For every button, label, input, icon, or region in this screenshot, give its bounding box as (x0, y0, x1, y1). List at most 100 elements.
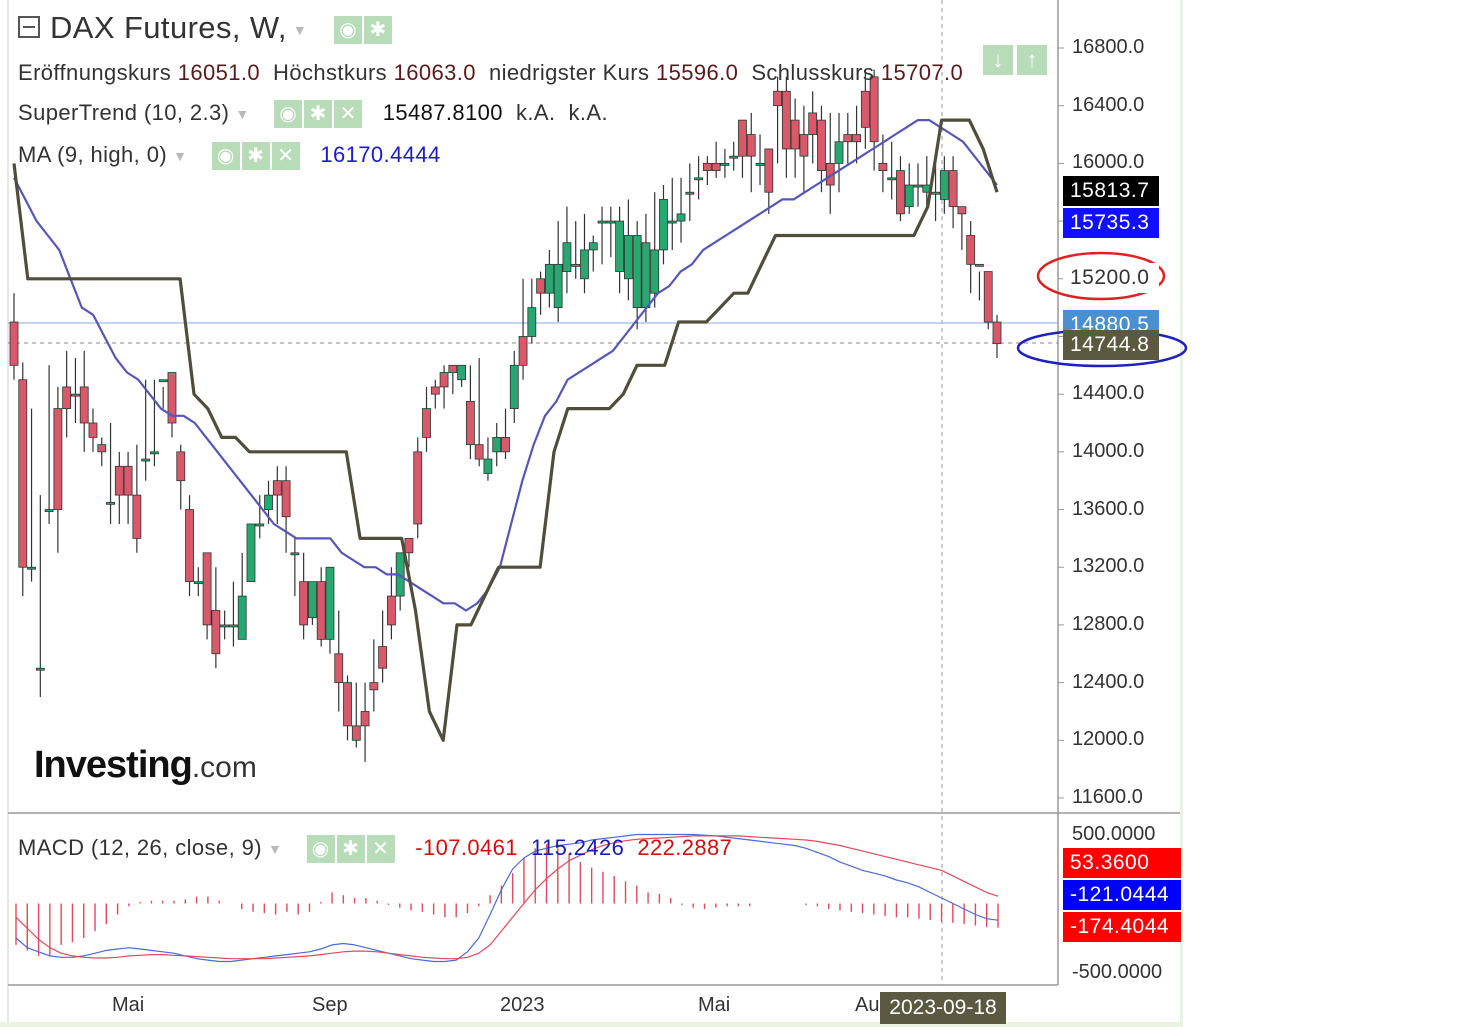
macd-y-tick-label: -500.0000 (1072, 960, 1163, 983)
candle-body (685, 191, 695, 195)
candle (439, 365, 449, 409)
candle (755, 134, 765, 186)
candle (650, 192, 660, 308)
candle-body (975, 263, 984, 267)
y-tick-label: 14400.0 (1072, 382, 1145, 405)
arrow-down-icon[interactable]: ↓ (983, 45, 1013, 75)
candle (799, 105, 809, 193)
candle-body (264, 494, 273, 510)
candle (580, 213, 589, 294)
macd-signal-line (15, 835, 999, 960)
macd-legend: MACD (12, 26, close, 9) ▼ ◉ ✱ ✕ -107.0461 1… (18, 835, 732, 864)
candle (597, 206, 607, 265)
candle-body (176, 451, 186, 482)
candle-body (571, 263, 581, 267)
candle-body (299, 581, 309, 626)
low-value: 15596.0 (655, 60, 739, 85)
eye-icon[interactable]: ◉ (274, 100, 303, 129)
candle-body (193, 581, 203, 585)
candle-body (413, 451, 423, 525)
chart-title-row: DAX Futures, W, ▼ ◉ ✱ (18, 10, 406, 46)
candle-body (764, 148, 774, 193)
candle (896, 156, 905, 222)
candle-body (167, 372, 177, 424)
candle (492, 423, 502, 467)
candle-body (501, 437, 510, 453)
chevron-down-icon[interactable]: ▼ (292, 21, 308, 38)
candle-body (246, 523, 256, 583)
candle (316, 567, 326, 647)
candle-body (465, 400, 475, 446)
candle-body (729, 155, 739, 159)
candle-body (817, 119, 826, 171)
macd-hist-value: -107.0461 (415, 835, 518, 860)
supertrend-legend: SuperTrend (10, 2.3) ▼ ◉ ✱ ✕ 15487.8100 k.A… (18, 100, 608, 129)
candle (764, 148, 774, 214)
candle-body (887, 177, 897, 181)
candle-body (781, 90, 791, 150)
candle (553, 221, 563, 323)
gear-icon[interactable]: ✱ (336, 835, 365, 864)
y-tick-label: 14000.0 (1072, 439, 1145, 462)
candle (562, 206, 572, 294)
candle (746, 112, 756, 193)
candle-body (755, 162, 765, 166)
candle-body (53, 408, 63, 510)
candle-body (158, 379, 168, 383)
candle-body (474, 444, 484, 460)
candle-body (641, 242, 651, 309)
candle (44, 365, 54, 524)
candle-body (334, 653, 344, 684)
y-tick-label: 12000.0 (1072, 728, 1145, 751)
candle (351, 682, 361, 748)
candle (220, 610, 230, 640)
candle-body (869, 76, 879, 143)
eye-icon[interactable]: ◉ (334, 15, 363, 44)
candle-body (913, 184, 923, 188)
close-value: 15707.0 (880, 60, 964, 85)
gear-icon[interactable]: ✱ (364, 15, 393, 44)
candle (176, 444, 186, 510)
y-tick-label: 12400.0 (1072, 670, 1145, 693)
eye-icon[interactable]: ◉ (306, 835, 335, 864)
close-icon[interactable]: ✕ (366, 835, 395, 864)
candle-body (948, 170, 958, 208)
x-tick-label: Au (855, 994, 880, 1016)
candle (702, 156, 712, 186)
candle-body (632, 235, 642, 309)
chevron-down-icon[interactable]: ▼ (173, 148, 188, 165)
candle (237, 552, 247, 640)
candle (817, 105, 826, 193)
arrow-up-icon[interactable]: ↑ (1017, 45, 1047, 75)
candle-body (255, 523, 265, 527)
y-tick-label: 13600.0 (1072, 497, 1145, 520)
candle-body (229, 624, 238, 628)
x-tick-label: Sep (312, 994, 348, 1016)
eye-icon[interactable]: ◉ (211, 142, 240, 171)
chevron-down-icon[interactable]: ▼ (235, 106, 250, 123)
gear-icon[interactable]: ✱ (304, 100, 333, 129)
candle-body (544, 263, 554, 294)
ma-line (13, 118, 998, 612)
high-label: Höchstkurs (273, 60, 388, 85)
candle (843, 112, 853, 164)
chevron-down-icon[interactable]: ▼ (267, 841, 283, 858)
candle (53, 386, 63, 553)
candle-body (562, 242, 572, 272)
close-icon[interactable]: ✕ (334, 100, 363, 129)
candle-body (790, 119, 800, 150)
investing-logo: Investing.com (34, 744, 257, 787)
candle-body (387, 595, 396, 626)
candle (676, 177, 686, 243)
candle (79, 350, 89, 452)
gear-icon[interactable]: ✱ (241, 142, 270, 171)
candle (62, 350, 72, 438)
collapse-icon[interactable] (18, 15, 40, 38)
macd-y-tick-label: 500.0000 (1072, 822, 1156, 845)
candle (457, 364, 467, 387)
candle-body (896, 170, 905, 215)
candle (860, 69, 870, 149)
supertrend-v2: k.A. (515, 100, 556, 125)
close-icon[interactable]: ✕ (271, 142, 300, 171)
